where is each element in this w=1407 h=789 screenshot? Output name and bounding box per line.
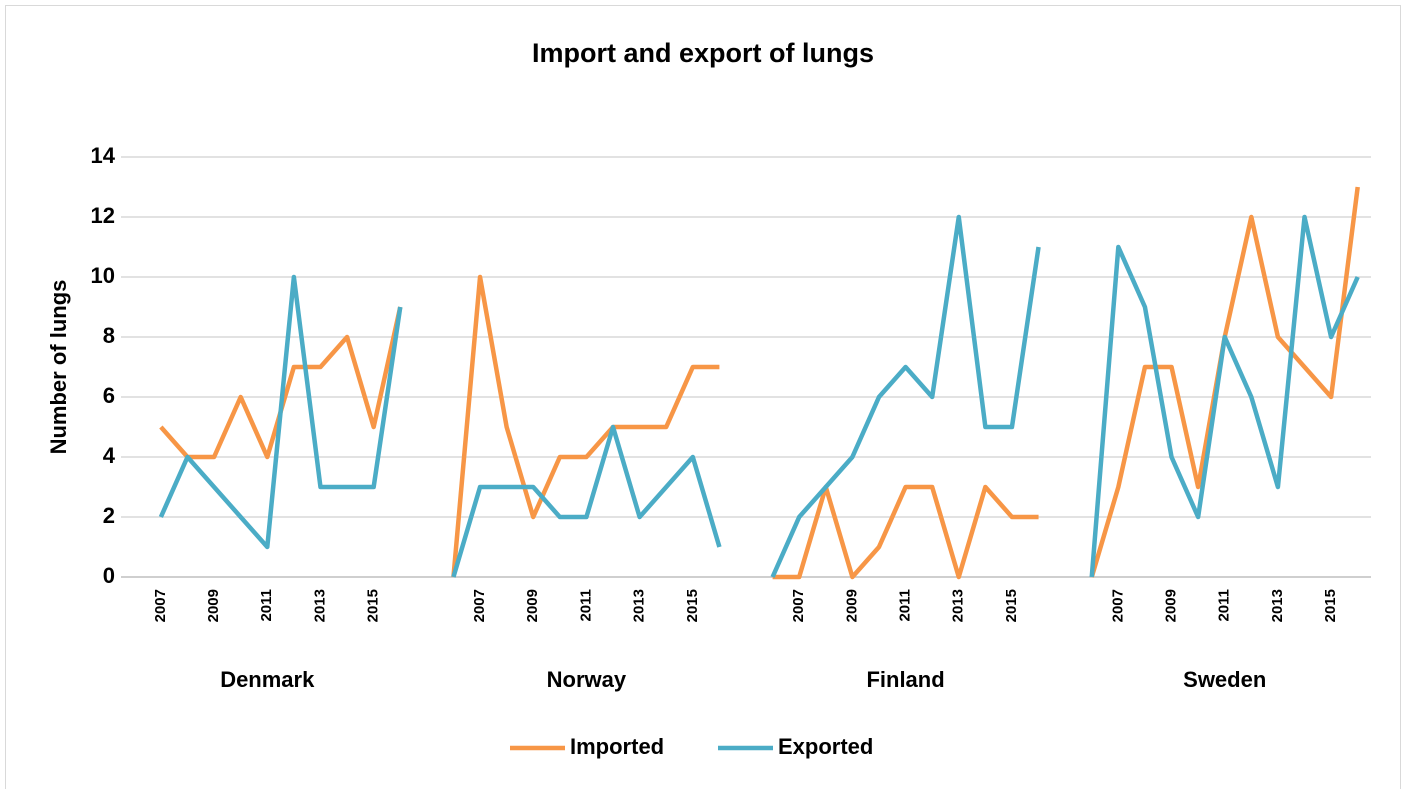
chart-title: Import and export of lungs xyxy=(532,38,874,68)
y-tick-label: 4 xyxy=(103,443,116,468)
group-label: Norway xyxy=(547,667,627,692)
x-tick-label: 2015 xyxy=(1322,589,1339,622)
x-tick-label: 2009 xyxy=(524,589,541,622)
y-tick-label: 8 xyxy=(103,323,115,348)
y-tick-label: 10 xyxy=(91,263,115,288)
x-tick-label: 2015 xyxy=(1003,589,1020,622)
y-tick-label: 14 xyxy=(91,143,116,168)
legend-label: Exported xyxy=(778,734,873,759)
x-tick-label: 2015 xyxy=(365,589,382,622)
x-tick-label: 2011 xyxy=(897,589,914,622)
x-tick-label: 2007 xyxy=(152,589,169,622)
x-tick-label: 2011 xyxy=(1216,589,1233,622)
x-tick-label: 2011 xyxy=(577,589,594,622)
y-tick-label: 6 xyxy=(103,383,115,408)
x-tick-label: 2009 xyxy=(205,589,222,622)
y-tick-label: 0 xyxy=(103,563,115,588)
x-tick-label: 2015 xyxy=(684,589,701,622)
group-label: Finland xyxy=(866,667,944,692)
x-tick-label: 2007 xyxy=(1109,589,1126,622)
x-tick-label: 2007 xyxy=(471,589,488,622)
x-tick-label: 2013 xyxy=(950,589,967,622)
x-tick-label: 2013 xyxy=(631,589,648,622)
x-tick-label: 2009 xyxy=(1163,589,1180,622)
x-tick-label: 2009 xyxy=(843,589,860,622)
x-tick-label: 2013 xyxy=(1269,589,1286,622)
series-line xyxy=(158,214,1360,578)
legend-label: Imported xyxy=(570,734,664,759)
group-label: Denmark xyxy=(220,667,315,692)
x-tick-label: 2013 xyxy=(311,589,328,622)
x-tick-label: 2007 xyxy=(790,589,807,622)
group-label: Sweden xyxy=(1183,667,1266,692)
y-axis-label: Number of lungs xyxy=(46,280,71,455)
x-tick-label: 2011 xyxy=(258,589,275,622)
y-tick-label: 12 xyxy=(91,203,115,228)
y-tick-label: 2 xyxy=(103,503,115,528)
